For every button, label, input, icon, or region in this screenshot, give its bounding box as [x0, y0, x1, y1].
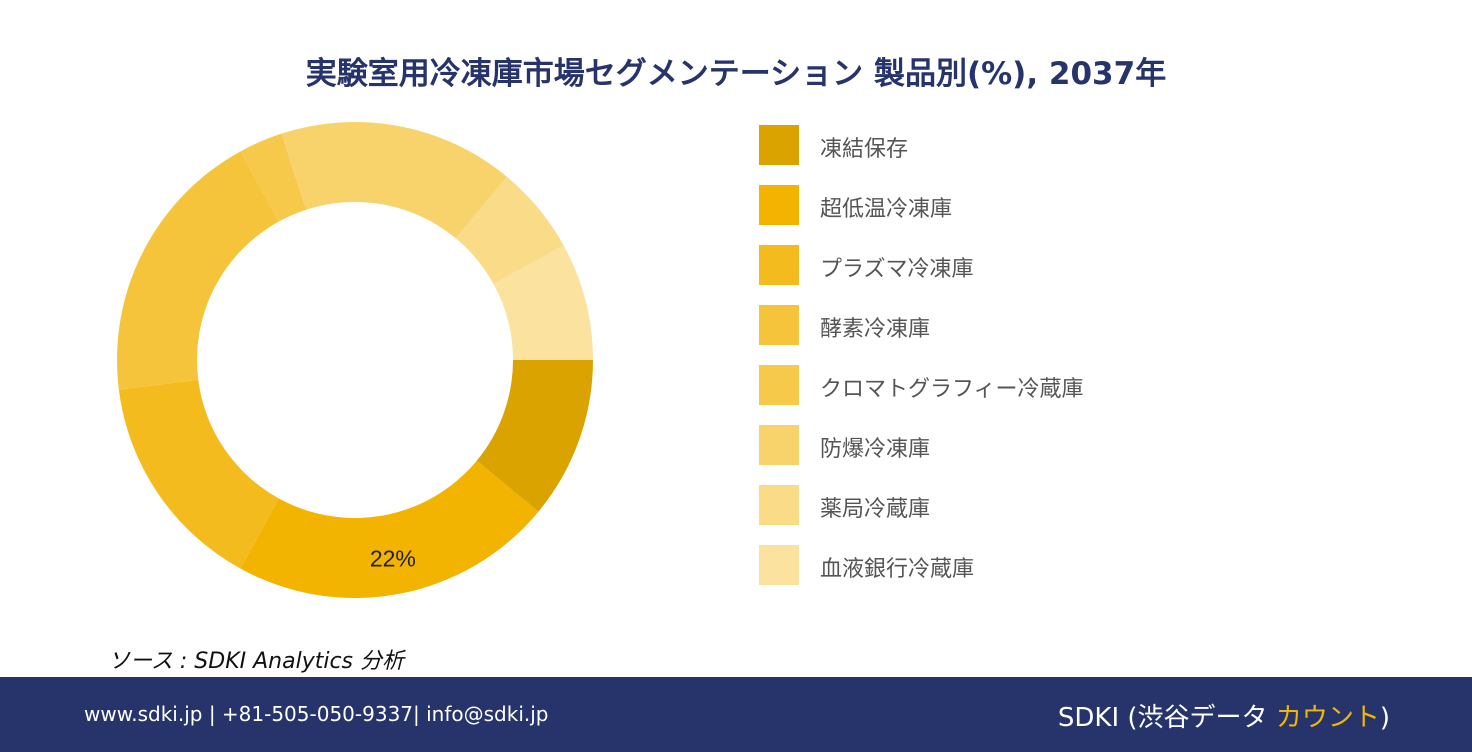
donut-slice-4 [116, 151, 279, 390]
source-note: ソース : SDKI Analytics 分析 [108, 649, 405, 674]
footer-bar: www.sdki.jp | +81-505-050-9337| info@sdk… [0, 677, 1472, 752]
legend-item: 凍結保存 [759, 125, 1319, 165]
chart-title: 実験室用冷凍庫市場セグメンテーション 製品別(%), 2037年 [305, 56, 1167, 92]
donut-slice-2 [240, 460, 539, 598]
legend-label: 薬局冷蔵庫 [820, 497, 931, 522]
donut-slice-1 [476, 360, 593, 512]
legend-swatch [759, 485, 799, 525]
legend-label: 血液銀行冷蔵庫 [820, 557, 975, 582]
legend-swatch [759, 545, 799, 585]
donut-chart: 22% [116, 121, 593, 598]
legend-item: プラズマ冷凍庫 [759, 245, 1319, 285]
legend-label: プラズマ冷凍庫 [820, 257, 974, 282]
donut-slice-5 [240, 133, 307, 222]
legend-item: 酵素冷凍庫 [759, 305, 1319, 345]
legend-item: 超低温冷凍庫 [759, 185, 1319, 225]
legend-label: 超低温冷凍庫 [820, 197, 953, 222]
legend-swatch [759, 425, 799, 465]
legend-label: 凍結保存 [820, 137, 909, 162]
footer-brand: SDKI (渋谷データ カウント) [1058, 697, 1390, 734]
slice-data-label: 22% [370, 545, 416, 571]
donut-slice-3 [118, 379, 279, 569]
legend-label: 酵素冷凍庫 [820, 317, 931, 342]
donut-slice-6 [281, 121, 507, 239]
legend-item: 血液銀行冷蔵庫 [759, 545, 1319, 585]
legend-item: 薬局冷蔵庫 [759, 485, 1319, 525]
legend-item: 防爆冷凍庫 [759, 425, 1319, 465]
donut-slice-8 [493, 245, 593, 360]
legend-swatch [759, 185, 799, 225]
legend-swatch [759, 305, 799, 345]
legend-swatch [759, 125, 799, 165]
legend-swatch [759, 365, 799, 405]
brand-suffix: ) [1379, 703, 1390, 733]
legend-label: クロマトグラフィー冷蔵庫 [820, 377, 1084, 402]
legend-item: クロマトグラフィー冷蔵庫 [759, 365, 1319, 405]
legend-swatch [759, 245, 799, 285]
footer-contact-info: www.sdki.jp | +81-505-050-9337| info@sdk… [84, 702, 549, 726]
brand-accent: カウント [1275, 703, 1380, 733]
donut-slice-7 [455, 176, 564, 284]
brand-prefix: SDKI (渋谷データ [1057, 703, 1276, 733]
legend-label: 防爆冷凍庫 [820, 437, 931, 462]
